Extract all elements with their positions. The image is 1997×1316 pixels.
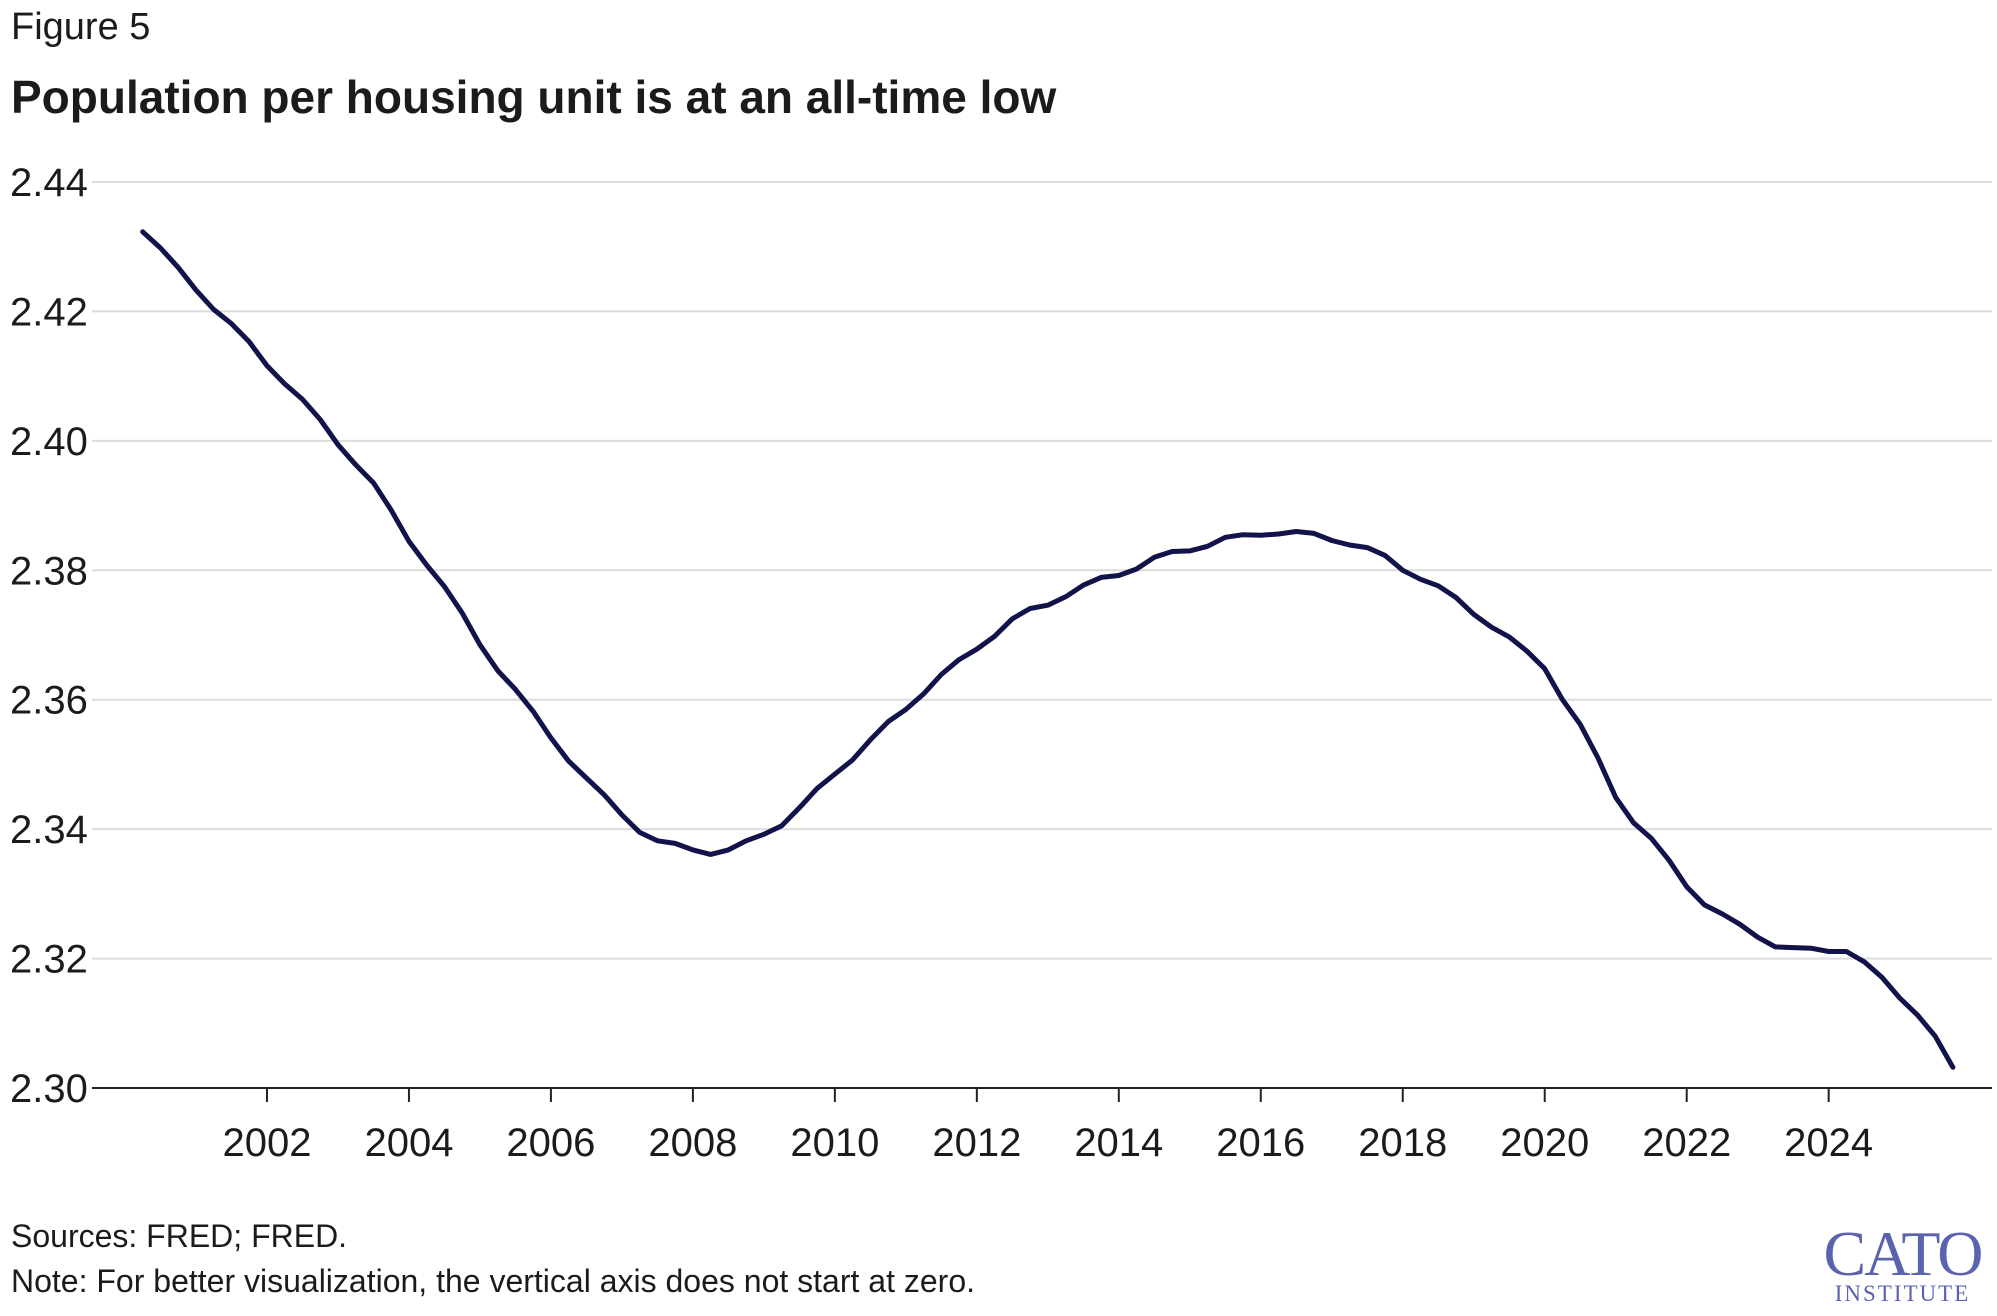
x-axis: 2002 2004 2006 2008 2010 2012 2014 2016 2018 2020… — [222, 1088, 1873, 1165]
y-tick-label: 2.38 — [10, 549, 88, 593]
x-tick-label: 2022 — [1642, 1121, 1731, 1165]
x-tick-label: 2020 — [1500, 1121, 1589, 1165]
note-text: Note: For better visualization, the vert… — [11, 1263, 975, 1299]
y-tick-label: 2.34 — [10, 808, 88, 852]
y-tick-label: 2.42 — [10, 290, 88, 334]
sources-text: Sources: FRED; FRED. — [11, 1218, 348, 1254]
series-line — [140, 229, 1956, 1070]
y-tick-label: 2.36 — [10, 679, 88, 723]
x-tick-label: 2018 — [1358, 1121, 1447, 1165]
x-tick-label: 2024 — [1784, 1121, 1873, 1165]
x-tick-label: 2014 — [1074, 1121, 1163, 1165]
logo-subtitle: INSTITUTE — [1834, 1281, 1971, 1306]
cato-institute-logo: CATO INSTITUTE — [1820, 1218, 1985, 1306]
y-tick-label: 2.40 — [10, 420, 88, 464]
x-tick-label: 2016 — [1216, 1121, 1305, 1165]
y-tick-label: 2.30 — [10, 1067, 88, 1111]
y-tick-label: 2.44 — [10, 161, 88, 205]
figure-label: Figure 5 — [11, 6, 151, 48]
x-tick-label: 2002 — [222, 1121, 311, 1165]
gridlines — [92, 181, 1992, 960]
logo-wordmark: CATO — [1823, 1218, 1984, 1289]
x-tick-label: 2004 — [364, 1121, 453, 1165]
x-tick-label: 2012 — [932, 1121, 1021, 1165]
chart-title: Population per housing unit is at an all… — [11, 71, 1057, 123]
x-tick-label: 2006 — [506, 1121, 595, 1165]
y-axis-tick-labels: 2.30 2.32 2.34 2.36 2.38 2.40 2.42 2.44 — [10, 161, 88, 1111]
x-tick-label: 2008 — [648, 1121, 737, 1165]
x-tick-label: 2010 — [790, 1121, 879, 1165]
y-tick-label: 2.32 — [10, 938, 88, 982]
